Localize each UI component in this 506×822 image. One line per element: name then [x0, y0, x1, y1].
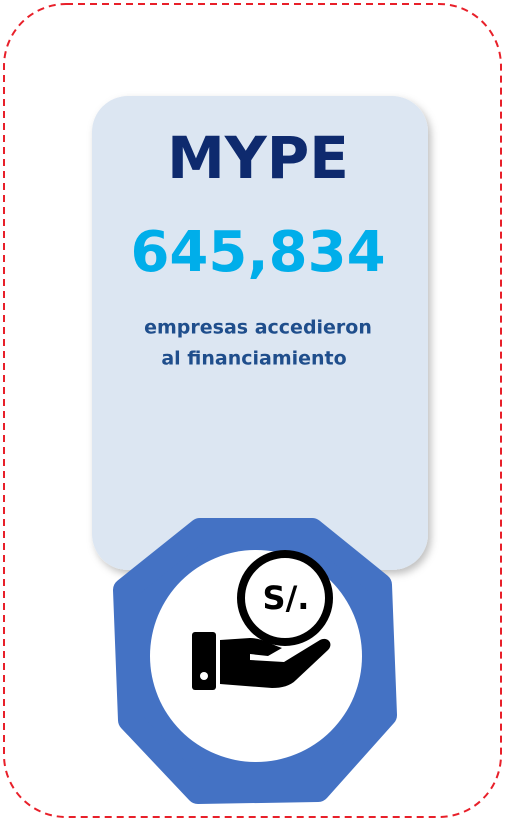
- card-title: MYPE: [167, 124, 349, 192]
- hand: [220, 638, 331, 688]
- dashed-frame: [3, 3, 502, 818]
- caption-line: al financiamiento: [161, 348, 346, 370]
- coin-label: S/.: [263, 579, 310, 617]
- coin: [237, 550, 333, 646]
- cuff-dot: [200, 672, 208, 680]
- hand-cuff: [192, 632, 216, 690]
- card-value: 645,834: [130, 220, 385, 285]
- card: [92, 96, 428, 570]
- caption-line: empresas accedieron: [144, 317, 372, 339]
